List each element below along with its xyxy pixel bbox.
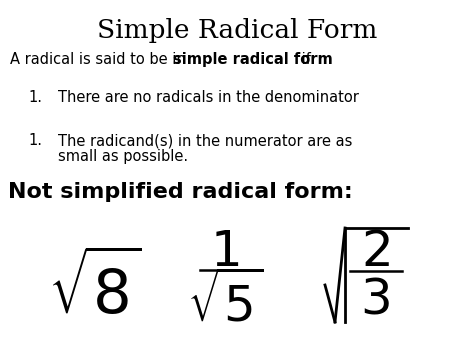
Text: simple radical form: simple radical form [173,52,333,67]
Text: A radical is said to be in: A radical is said to be in [10,52,191,67]
Text: if:: if: [297,52,315,67]
Text: $\sqrt{5}$: $\sqrt{5}$ [187,273,263,333]
Text: There are no radicals in the denominator: There are no radicals in the denominator [58,90,359,105]
Text: 1.: 1. [28,133,42,148]
Text: $\sqrt{8}$: $\sqrt{8}$ [48,253,142,327]
Text: small as possible.: small as possible. [58,149,188,164]
Text: 1.: 1. [28,90,42,105]
Text: Simple Radical Form: Simple Radical Form [97,18,377,43]
Text: Not simplified radical form:: Not simplified radical form: [8,182,353,202]
Text: $3$: $3$ [360,275,390,325]
Text: $2$: $2$ [361,227,389,277]
Text: $1$: $1$ [210,227,239,277]
Text: The radicand(s) in the numerator are as: The radicand(s) in the numerator are as [58,133,352,148]
